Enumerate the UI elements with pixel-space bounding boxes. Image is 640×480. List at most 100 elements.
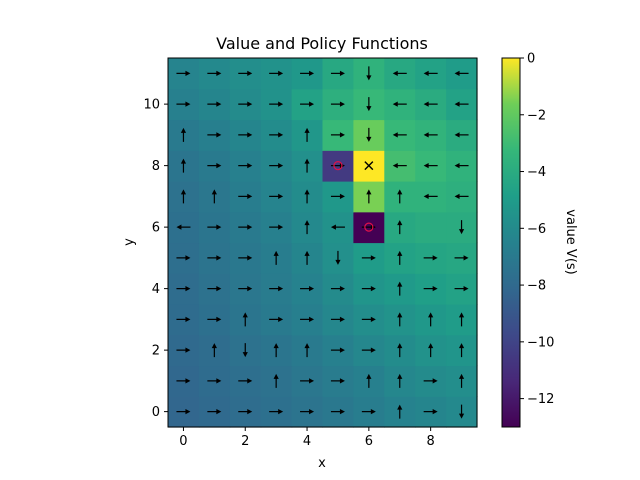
policy-arrow-right (269, 132, 284, 138)
policy-arrow-right (361, 409, 376, 415)
colorbar-tick-label: −2 (527, 108, 546, 123)
policy-arrow-right (330, 316, 345, 322)
policy-arrow-right (207, 70, 222, 76)
policy-arrow-up (304, 343, 310, 358)
policy-arrow-left (454, 70, 469, 76)
chart-title: Value and Policy Functions (216, 34, 428, 53)
policy-arrow-up (304, 220, 310, 235)
policy-arrow-up (304, 127, 310, 142)
policy-arrow-down (366, 97, 372, 112)
y-axis-label: y (122, 238, 137, 246)
policy-arrow-down (335, 250, 341, 265)
colorbar-frame (501, 57, 521, 428)
policy-arrow-up (397, 373, 403, 388)
policy-arrow-right (238, 378, 253, 384)
x-tick-label: 4 (303, 434, 311, 449)
x-axis-ticks: 0 2 4 6 8 (179, 427, 435, 449)
colorbar-gradient (502, 58, 520, 427)
colorbar-tick-label: −12 (527, 392, 554, 407)
policy-arrow-right (300, 286, 315, 292)
y-tick-label: 4 (152, 282, 160, 297)
policy-arrow-up (458, 373, 465, 388)
policy-arrow-right (423, 378, 438, 384)
policy-arrow-right (330, 193, 345, 199)
colorbar-tick-label: 0 (527, 52, 535, 67)
colorbar-label: value V(s) (563, 209, 578, 274)
policy-arrow-up (273, 373, 279, 388)
policy-arrow-right (238, 286, 253, 292)
x-tick-label: 8 (427, 434, 435, 449)
policy-arrow-up (397, 250, 403, 265)
policy-arrow-left (454, 132, 469, 138)
colorbar-tick-label: −8 (527, 279, 546, 294)
policy-arrow-left (454, 163, 469, 169)
policy-arrow-down (366, 127, 372, 142)
policy-arrow-up (397, 281, 403, 296)
policy-arrow-up (397, 343, 403, 358)
policy-arrow-right (330, 70, 345, 76)
policy-arrow-right (207, 132, 222, 138)
policy-arrow-right (330, 378, 345, 384)
y-tick-label: 10 (143, 98, 160, 113)
policy-arrow-left (423, 193, 438, 199)
policy-arrow-right (238, 163, 253, 169)
policy-arrow-right (269, 224, 284, 230)
y-tick-label: 6 (152, 221, 160, 236)
policy-arrow-right (176, 409, 191, 415)
policy-arrow-left (392, 132, 407, 138)
policy-arrow-right (269, 101, 284, 107)
policy-arrow-up (273, 250, 279, 265)
policy-arrow-right (269, 193, 284, 199)
x-tick-label: 0 (179, 434, 187, 449)
markers (333, 161, 374, 232)
policy-arrow-right (238, 132, 253, 138)
policy-arrow-up (397, 220, 403, 235)
policy-arrow-right (300, 378, 315, 384)
policy-arrow-right (176, 316, 191, 322)
policy-arrow-right (423, 286, 438, 292)
y-tick-label: 0 (152, 405, 160, 420)
policy-arrow-right (454, 286, 469, 292)
y-tick-label: 8 (152, 159, 160, 174)
policy-arrow-left (423, 101, 438, 107)
colorbar-tick-label: −4 (527, 165, 546, 180)
policy-arrow-up (428, 343, 434, 358)
policy-arrow-right (176, 70, 191, 76)
policy-arrow-up (304, 189, 310, 204)
heatmap-cell (415, 211, 447, 244)
plot-frame (167, 57, 478, 428)
policy-arrow-right (269, 163, 284, 169)
policy-arrow-left (423, 163, 438, 169)
policy-arrow-up (304, 158, 310, 173)
policy-arrow-right (176, 255, 191, 261)
policy-arrow-right (207, 101, 222, 107)
x-tick-label: 6 (365, 434, 373, 449)
policy-arrow-left (392, 101, 407, 107)
hazard-marker (333, 161, 343, 171)
policy-arrow-up (180, 158, 187, 173)
policy-arrow-right (238, 70, 253, 76)
policy-arrow-up (273, 343, 279, 358)
policy-arrow-up (304, 250, 310, 265)
policy-arrow-right (330, 409, 345, 415)
policy-arrow-right (330, 101, 345, 107)
policy-arrow-right (176, 378, 191, 384)
policy-arrow-right (423, 409, 438, 415)
policy-arrow-right (300, 409, 315, 415)
policy-arrow-right (176, 347, 191, 353)
policy-arrow-right (300, 316, 315, 322)
policy-arrow-left (423, 132, 438, 138)
policy-arrow-right (454, 255, 469, 261)
policy-arrow-down (458, 404, 465, 419)
policy-arrow-right (207, 163, 222, 169)
policy-arrow-left (454, 193, 469, 199)
policy-arrow-right (238, 224, 253, 230)
policy-arrow-right (330, 347, 345, 353)
policy-arrow-down (242, 343, 248, 358)
policy-arrow-right (238, 409, 253, 415)
policy-arrow-down (458, 220, 465, 235)
y-tick-label: 2 (152, 344, 160, 359)
policy-arrow-right (361, 316, 376, 322)
